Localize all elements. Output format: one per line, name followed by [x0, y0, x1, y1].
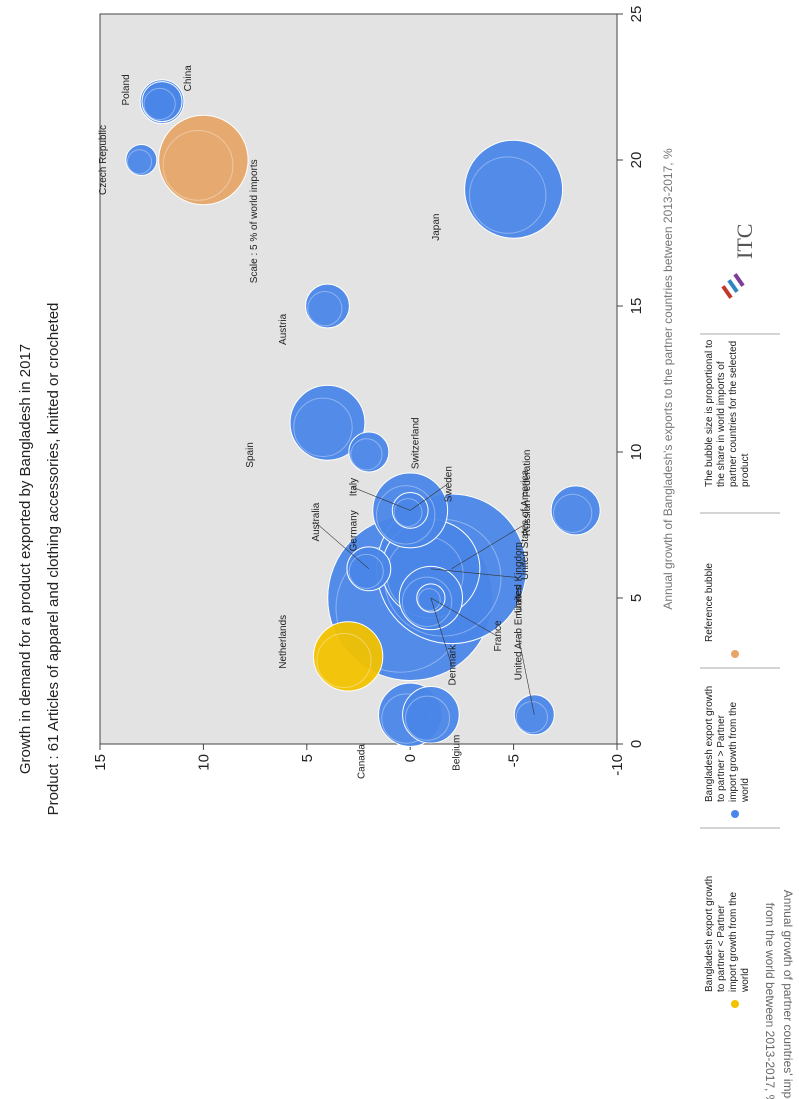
bubble-label-denmark: Denmark: [448, 644, 459, 686]
bubble-label-italy: Italy: [348, 478, 359, 496]
legend-item-text: The bubble size is proportional tothe sh…: [704, 339, 751, 487]
itc-logo-text: ITC: [732, 224, 757, 259]
y-axis-label-line2: from the world between 2013-2017, %: [763, 903, 777, 1099]
label-leader: [517, 632, 535, 715]
bubble-czech-republic: [125, 144, 158, 176]
bubble-highlight: [404, 695, 451, 741]
bubble-label-netherlands: Netherlands: [278, 615, 289, 669]
bubble-highlight: [401, 576, 453, 627]
legend-item-text: Bangladesh export growthto partner > Par…: [704, 686, 751, 803]
bubble-highlight: [376, 485, 436, 545]
bubble-highlight: [417, 588, 441, 612]
bubble-netherlands: [313, 621, 384, 692]
legend-item-text: Reference bubble: [704, 563, 715, 642]
y-tick-label: -10: [609, 754, 626, 776]
bubble-poland: [141, 81, 183, 123]
bubble-label-united-arab-emirates: United Arab Emirates: [514, 586, 525, 681]
label-leader: [410, 483, 448, 511]
bubble-label-united-states-of-america: United States of America: [520, 470, 531, 580]
bubble-highlight: [348, 553, 384, 590]
bubble-belgium: [402, 686, 460, 744]
legend-swatch: [731, 810, 739, 818]
bubble-label-czech-republic: Czech Republic: [98, 125, 109, 195]
bubble-highlight: [126, 149, 153, 175]
bubble-highlight: [469, 156, 547, 234]
itc-logo-mark: [733, 273, 745, 287]
label-leader: [451, 524, 525, 570]
bubble-highlight: [293, 397, 353, 457]
x-tick-label: 25: [628, 6, 645, 23]
x-tick-label: 15: [628, 298, 645, 315]
y-tick-label: 5: [299, 754, 316, 762]
label-leader: [430, 597, 498, 637]
y-tick-label: -5: [506, 754, 523, 767]
bubble-label-russian-federation: Russian Federation: [522, 450, 533, 537]
y-tick-label: 15: [92, 754, 109, 771]
x-tick-label: 20: [628, 152, 645, 169]
x-tick-label: 0: [628, 740, 645, 748]
bubble-highlight: [393, 498, 423, 527]
bubble-label-canada: Canada: [357, 744, 368, 779]
x-tick-label: 10: [628, 444, 645, 461]
bubble-spain: [289, 384, 366, 461]
bubble-label-japan: Japan: [431, 214, 442, 241]
chart-title: Growth in demand for a product exported …: [17, 344, 34, 774]
y-axis-label-line1: Annual growth of partner countries' impo…: [781, 890, 795, 1099]
bubble-switzerland: [348, 431, 390, 473]
bubble-label-australia: Australia: [311, 502, 322, 541]
bubble-highlight: [162, 129, 234, 201]
label-leader: [430, 568, 518, 578]
bubble-label-china: China: [183, 65, 194, 92]
x-axis-label: Annual growth of Bangladesh's exports to…: [661, 148, 675, 610]
bubble-scale-5-of-world-imports: [158, 114, 249, 206]
bubble-japan: [464, 139, 564, 239]
chart-subtitle: Product : 61 Articles of apparel and clo…: [45, 303, 62, 816]
label-leader: [314, 521, 370, 570]
itc-logo-mark: [721, 285, 733, 299]
x-tick-label: 5: [628, 594, 645, 602]
bubble-highlight: [307, 291, 343, 327]
legend-swatch: [731, 650, 739, 658]
bubble-russian-federation: [550, 485, 601, 536]
bubble-label-austria: Austria: [278, 313, 289, 345]
legend-swatch: [731, 1000, 739, 1008]
label-leader: [430, 597, 452, 666]
bubble-highlight: [350, 438, 383, 471]
bubble-label-sweden: Sweden: [443, 466, 454, 502]
bubble-label-france: France: [493, 620, 504, 652]
bubble-label-scale-5-of-world-imports: Scale : 5 % of world imports: [249, 159, 260, 283]
bubble-highlight: [143, 87, 176, 121]
legend-item-text: Bangladesh export growthto partner < Par…: [704, 876, 751, 993]
bubble-highlight: [553, 493, 593, 533]
bubble-label-spain: Spain: [245, 442, 256, 468]
bubble-label-switzerland: Switzerland: [410, 417, 421, 469]
y-tick-label: 10: [195, 754, 212, 771]
bubble-label-united-kingdom: United Kingdom: [514, 542, 525, 613]
itc-logo-mark: [727, 279, 739, 293]
y-tick-label: 0: [402, 754, 419, 762]
bubble-label-germany: Germany: [348, 510, 359, 551]
bubble-austria: [305, 283, 350, 329]
bubble-label-belgium: Belgium: [452, 735, 463, 771]
itc-logo: ITC: [721, 224, 757, 299]
bubble-label-poland: Poland: [121, 74, 132, 105]
label-leader: [352, 486, 411, 511]
bubble-highlight: [316, 633, 372, 689]
